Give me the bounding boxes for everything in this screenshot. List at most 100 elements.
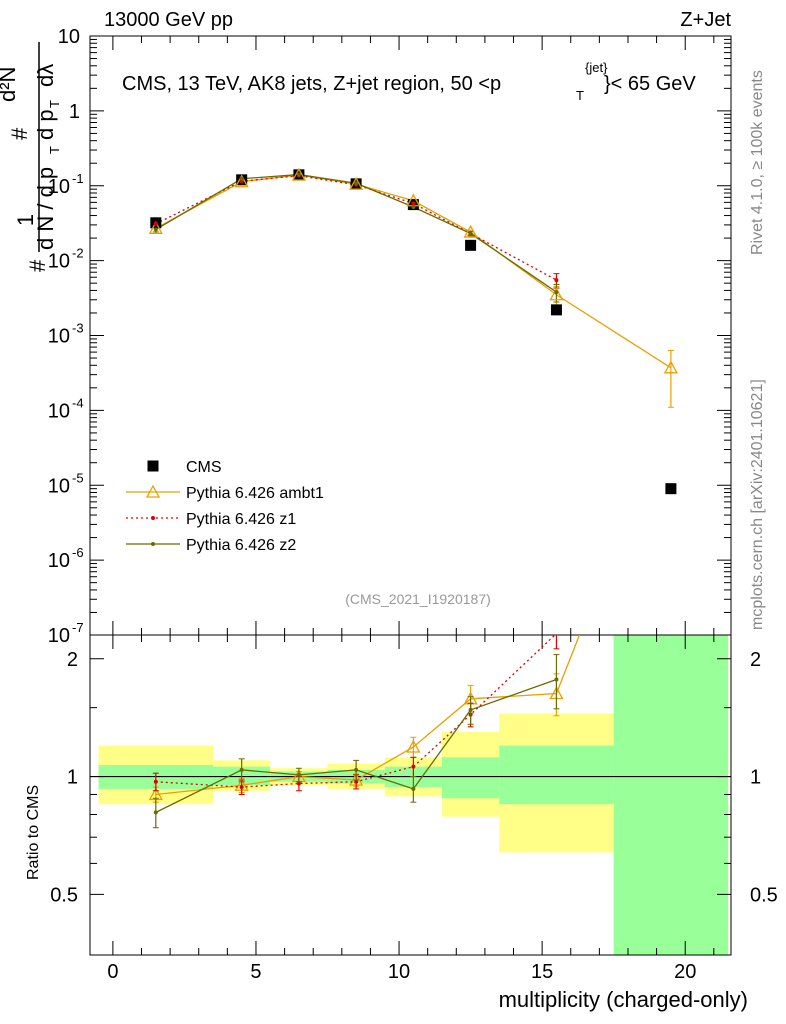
main-point-0-7	[665, 483, 677, 495]
main-point-2-6	[554, 278, 559, 283]
main-point-1-6	[549, 287, 564, 301]
legend-label-1: Pythia 6.426 ambt1	[186, 485, 324, 502]
ylabel-hash-1: #	[25, 259, 50, 272]
legend-label-3: Pythia 6.426 z2	[186, 537, 296, 554]
main-point-1-2	[291, 167, 306, 181]
main-point-1-7	[663, 360, 679, 374]
main-y-tick-label: 10	[48, 176, 70, 198]
main-y-tick-label: 1	[69, 101, 80, 123]
ratio-point-2-2	[296, 772, 301, 777]
main-point-1-1	[234, 174, 249, 188]
ratio-band-stat-6	[499, 745, 614, 805]
x-axis-label: multiplicity (charged-only)	[499, 987, 748, 1012]
ratio-point-1-1	[239, 785, 244, 790]
ratio-y-tick-label-right: 0.5	[750, 884, 778, 906]
ratio-point-2-5	[468, 707, 473, 712]
ratio-point-2-6	[554, 677, 559, 682]
ratio-point-2-3	[354, 767, 359, 772]
main-point-2-4	[411, 201, 416, 206]
main-point-3-0	[153, 227, 158, 232]
x-tick-label: 5	[250, 961, 261, 983]
main-y-tick-label: 10	[48, 625, 70, 647]
ylabel-dn-dpt: d N / d p	[33, 167, 58, 250]
ratio-y-tick-label-right: 1	[750, 767, 761, 789]
ylabel-dpt: d p	[33, 109, 58, 140]
header-process: Z+Jet	[680, 9, 731, 31]
main-y-tick-label: 10	[48, 550, 70, 572]
main-point-3-6	[554, 290, 559, 295]
main-point-3-2	[296, 172, 301, 177]
ratio-line-1	[155, 635, 556, 788]
main-y-tick-label: 10	[48, 400, 70, 422]
ratio-frame	[89, 634, 732, 956]
main-line-2	[155, 175, 557, 281]
ratio-line-0	[155, 635, 581, 796]
ratio-point-1-2	[296, 781, 301, 786]
main-point-3-1	[239, 176, 244, 181]
main-y-axis-label: # 1 d N / d p T # d²N d p T dλ	[0, 42, 62, 272]
ratio-band-stat-5	[441, 757, 500, 799]
main-y-tick-exponent: -4	[72, 395, 84, 410]
main-y-tick-exponent: -2	[72, 246, 84, 261]
main-y-tick-exponent: -5	[72, 470, 84, 485]
main-point-1-3	[349, 176, 364, 190]
ratio-point-1-6	[555, 635, 558, 636]
ratio-point-1-4	[411, 764, 416, 769]
ylabel-sub-t1: T	[47, 146, 62, 154]
legend-label-2: Pythia 6.426 z1	[186, 511, 296, 528]
ratio-point-1-0	[153, 779, 158, 784]
title-superscript: {jet}	[585, 60, 608, 75]
legend-marker-3	[151, 542, 155, 546]
main-plot-title: CMS, 13 TeV, AK8 jets, Z+jet region, 50 …	[122, 60, 696, 103]
ylabel-d2n: d²N	[0, 67, 20, 102]
ylabel-dl: dλ	[33, 64, 58, 87]
main-point-2-0	[153, 221, 158, 226]
header-collision: 13000 GeV pp	[104, 9, 233, 31]
ratio-y-axis-label: Ratio to CMS	[25, 785, 42, 880]
ratio-series	[148, 635, 581, 829]
legend-marker-0	[147, 460, 159, 472]
main-y-tick-exponent: -3	[72, 321, 84, 336]
title-subscript: T	[576, 88, 584, 103]
legend-label-0: CMS	[186, 459, 222, 476]
ratio-point-2-1	[239, 767, 244, 772]
x-tick-label: 10	[388, 961, 410, 983]
mcplots-label: mcplots.cern.ch [arXiv:2401.10621]	[749, 379, 766, 630]
ratio-y-tick-label-right: 2	[750, 649, 761, 671]
main-point-1-5	[463, 224, 478, 238]
main-point-0-6	[550, 304, 562, 316]
main-y-tick-exponent: -1	[72, 171, 84, 186]
main-point-1-0	[148, 220, 163, 234]
main-y-tick-label: 10	[48, 326, 70, 348]
x-tick-label: 20	[674, 961, 696, 983]
main-point-0-5	[465, 239, 477, 251]
main-series	[148, 167, 679, 495]
ratio-point-0-4	[406, 739, 421, 753]
ylabel-sub-t2: T	[47, 100, 62, 108]
ratio-point-2-0	[153, 810, 158, 815]
legend: CMS Pythia 6.426 ambt1 Pythia 6.426 z1 Pyth…	[126, 459, 324, 554]
main-line-3	[155, 173, 557, 293]
x-tick-label: 15	[531, 961, 553, 983]
ratio-series-clipped	[148, 635, 581, 829]
main-y-tick-label: 10	[48, 251, 70, 273]
x-tick-label: 0	[107, 961, 118, 983]
title-end: }< 65 GeV	[604, 73, 696, 95]
main-y-tick-exponent: -6	[72, 545, 84, 560]
ratio-y-tick-label-left: 0.5	[50, 884, 78, 906]
main-y-tick-label: 10	[48, 475, 70, 497]
main-point-3-3	[354, 181, 359, 186]
ylabel-one: 1	[13, 214, 38, 226]
ylabel-hash-2: #	[7, 127, 32, 140]
ratio-y-tick-label-left: 2	[67, 649, 78, 671]
ratio-y-tick-label-left: 1	[67, 767, 78, 789]
main-point-3-4	[411, 205, 416, 210]
rivet-version-label: Rivet 4.1.0, ≥ 100k events	[749, 70, 766, 255]
ratio-uncertainty-bands	[98, 635, 729, 955]
ratio-point-2-4	[411, 786, 416, 791]
legend-marker-1	[145, 484, 161, 498]
main-y-tick-exponent: -7	[72, 620, 84, 635]
title-text: CMS, 13 TeV, AK8 jets, Z+jet region, 50 …	[122, 73, 501, 95]
